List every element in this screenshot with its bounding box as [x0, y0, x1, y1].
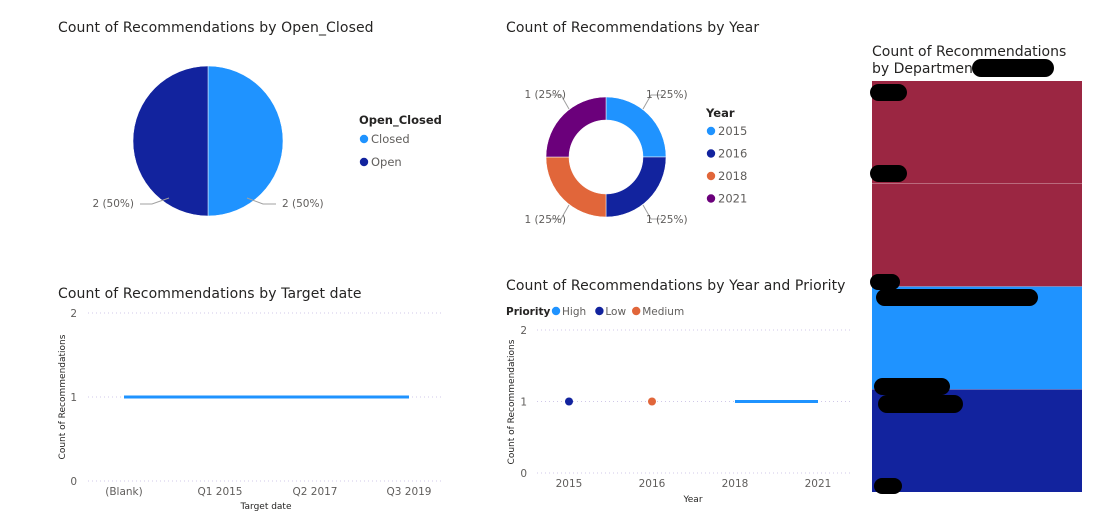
x-tick-label: Q3 2019	[386, 486, 431, 498]
donut-legend-item: 2015	[718, 124, 747, 138]
series-point-low	[565, 397, 573, 406]
redaction-mark	[972, 59, 1054, 77]
donut-chart-title: Count of Recommendations by Year	[506, 20, 760, 36]
priority-legend-marker	[551, 306, 561, 316]
series-point-medium	[648, 397, 656, 406]
pie-legend-title: Open_Closed	[359, 113, 442, 128]
priority-legend-item: High	[562, 306, 586, 318]
donut-leader-line	[642, 94, 662, 110]
x-axis-title: Year	[682, 495, 702, 505]
donut-legend-marker	[706, 171, 716, 181]
donut-legend-item: 2021	[718, 192, 747, 206]
y-tick-label: 1	[520, 397, 527, 409]
stacked-segment	[872, 81, 1082, 184]
donut-legend-marker	[706, 126, 716, 136]
pie-legend-marker	[359, 157, 369, 167]
donut-legend-title: Year	[705, 106, 735, 120]
pie-leader-line	[140, 197, 170, 205]
y-tick-label: 2	[520, 325, 527, 337]
x-tick-label: 2016	[639, 478, 666, 490]
donut-legend-marker	[706, 149, 716, 158]
donut-legend-marker	[706, 194, 716, 203]
pie-legend-marker	[359, 134, 369, 144]
priority-legend-title: Priority	[506, 306, 550, 318]
donut-leader-line	[550, 204, 570, 220]
target-date-chart-title: Count of Recommendations by Target date	[58, 286, 362, 302]
donut-data-label: 1 (25%)	[646, 214, 688, 226]
y-tick-label: 0	[520, 468, 527, 480]
y-axis-title: Count of Recommendations	[58, 334, 68, 459]
redaction-mark	[870, 274, 900, 290]
donut-legend-item: 2018	[718, 169, 747, 183]
redaction-mark	[870, 84, 907, 101]
donut-leader-line	[642, 204, 662, 220]
x-tick-label: 2015	[556, 478, 583, 490]
redaction-mark	[874, 378, 950, 395]
pie-leader-line	[246, 197, 276, 205]
year-priority-chart-title: Count of Recommendations by Year and Pri…	[506, 278, 846, 294]
x-tick-label: Q1 2015	[197, 486, 242, 498]
donut-data-label: 1 (25%)	[524, 214, 566, 226]
x-tick-label: 2021	[805, 478, 832, 490]
y-tick-label: 0	[70, 476, 77, 488]
priority-legend-marker	[632, 306, 641, 316]
priority-legend-marker	[595, 306, 604, 316]
redaction-mark	[870, 165, 907, 182]
pie-slice-closed	[207, 65, 284, 217]
y-tick-label: 1	[70, 392, 77, 404]
x-tick-label: 2018	[722, 478, 749, 490]
pie-legend-item: Closed	[371, 132, 410, 146]
pie-slice-open	[132, 65, 209, 217]
pie-data-label: 2 (50%)	[282, 198, 324, 210]
priority-legend-item: Low	[605, 306, 626, 318]
pie-legend-item: Open	[371, 155, 402, 169]
donut-leader-line	[550, 94, 570, 110]
pie-data-label: 2 (50%)	[92, 198, 134, 210]
redaction-mark	[878, 395, 963, 413]
redaction-mark	[876, 289, 1038, 306]
donut-slice-2021	[545, 96, 607, 158]
pie-chart-title: Count of Recommendations by Open_Closed	[58, 20, 374, 36]
x-tick-label: Q2 2017	[292, 486, 337, 498]
donut-data-label: 1 (25%)	[646, 89, 688, 101]
donut-legend-item: 2016	[718, 147, 747, 161]
donut-data-label: 1 (25%)	[524, 89, 566, 101]
stacked-segment	[872, 183, 1082, 287]
y-axis-title: Count of Recommendations	[507, 339, 517, 464]
x-axis-title: Target date	[240, 502, 292, 512]
priority-legend-item: Medium	[642, 306, 684, 318]
y-tick-label: 2	[70, 308, 77, 320]
x-tick-label: (Blank)	[105, 486, 142, 498]
redaction-mark	[874, 478, 902, 494]
